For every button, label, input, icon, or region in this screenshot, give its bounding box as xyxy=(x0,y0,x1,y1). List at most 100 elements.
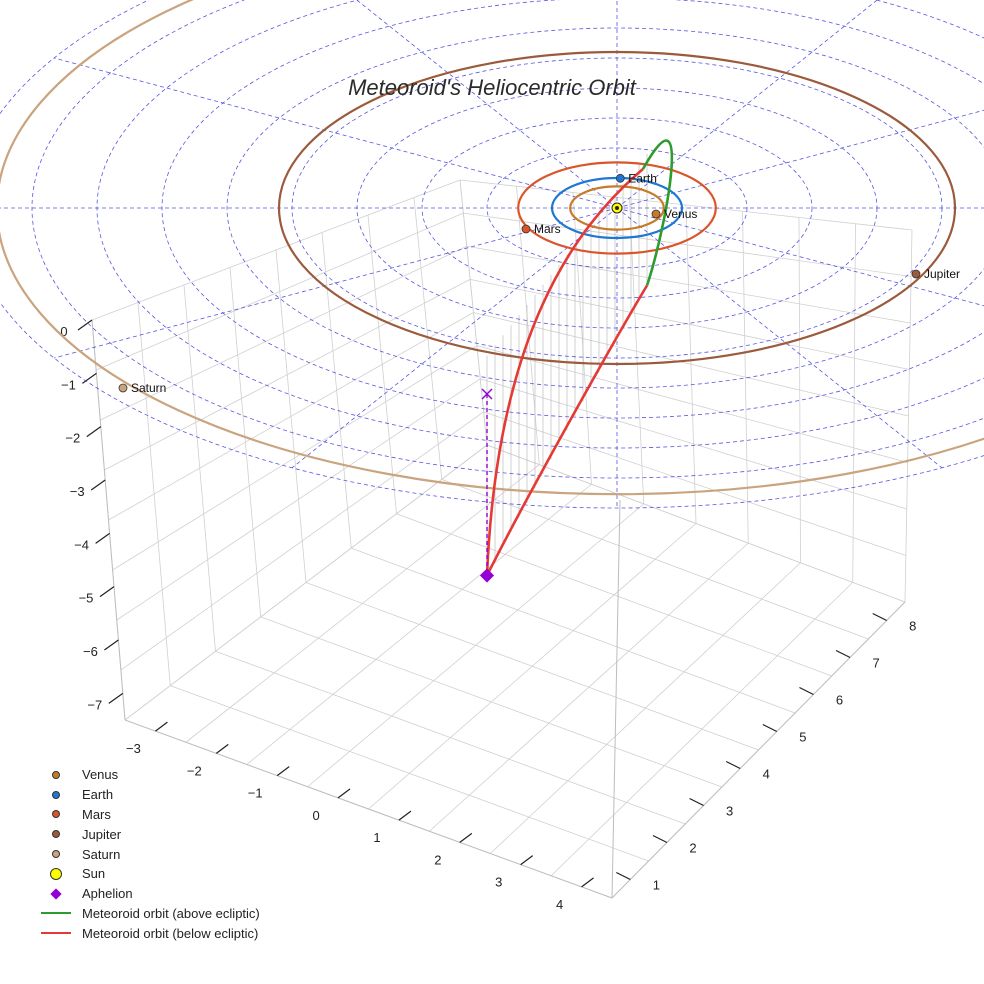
ecliptic-spoke xyxy=(53,207,618,359)
floor-grid-line xyxy=(351,547,796,714)
ecliptic-spoke xyxy=(291,207,618,469)
wall-grid-line xyxy=(95,212,464,371)
z-tick-mark xyxy=(99,586,115,598)
x-tick-label: 4 xyxy=(556,897,563,912)
z-tick-label: −2 xyxy=(65,431,80,446)
z-tick-label: −1 xyxy=(61,377,76,392)
meteoroid-orbit xyxy=(485,139,674,577)
ecliptic-ring xyxy=(421,117,813,299)
legend-label-orbit-above: Meteoroid orbit (above ecliptic) xyxy=(82,905,260,921)
legend-item-aphelion: Aphelion xyxy=(40,884,260,904)
z-tick-mark xyxy=(108,692,124,704)
wall-grid-line xyxy=(466,245,911,324)
z-tick-label: 0 xyxy=(60,324,67,339)
x-tick-label: −1 xyxy=(248,786,263,801)
x-tick-mark xyxy=(520,855,534,866)
y-tick-label: 5 xyxy=(799,730,806,745)
y-tick-mark xyxy=(725,760,741,770)
planet-saturn-label: Saturn xyxy=(131,381,166,395)
wall-grid-line xyxy=(120,411,484,671)
axis-ticks: −3 −2 −1 0 1 2 3 4 1 2 3 4 5 6 7 8 0 −1 −2 −3 −4 −5 −6 −7 xyxy=(60,319,916,912)
legend-item-jupiter: Jupiter xyxy=(40,824,260,844)
sun-marker-icon xyxy=(50,867,62,880)
z-tick-mark xyxy=(104,639,119,651)
planet-mars-marker xyxy=(521,224,531,234)
aphelion-projection-marker xyxy=(481,388,493,400)
y-tick-mark xyxy=(799,686,814,696)
ecliptic-grid xyxy=(0,0,984,509)
legend-item-venus: Venus xyxy=(40,765,260,785)
y-tick-mark xyxy=(762,723,778,733)
planet-venus-marker xyxy=(651,209,661,219)
y-tick-mark xyxy=(835,649,851,659)
wall-grid-line xyxy=(463,212,912,277)
x-tick-mark xyxy=(459,832,473,843)
planet-markers: Venus Earth Mars Jupiter Saturn xyxy=(118,171,960,583)
orbit-saturn xyxy=(0,0,984,496)
wall-grid-line xyxy=(486,444,906,603)
wall-grid-line xyxy=(108,312,474,521)
aphelion-projection-stroke xyxy=(481,388,493,400)
z-tick-label: −7 xyxy=(87,697,102,712)
x-tick-label: 0 xyxy=(312,808,319,823)
orbit-below-line-icon xyxy=(41,932,71,935)
ecliptic-spoke xyxy=(616,0,878,209)
legend: Venus Earth Mars Jupiter Saturn Sun Aphe… xyxy=(40,765,260,943)
x-tick-mark xyxy=(215,743,229,754)
planet-earth-marker xyxy=(615,173,625,183)
planet-jupiter-marker xyxy=(911,269,921,279)
sun-center-dot xyxy=(615,206,619,210)
z-tick-mark xyxy=(77,319,93,331)
z-tick-label: −3 xyxy=(70,484,85,499)
legend-item-earth: Earth xyxy=(40,785,260,805)
ecliptic-spoke xyxy=(53,57,618,209)
jupiter-marker-icon xyxy=(52,830,60,839)
orbit-above-line-icon xyxy=(41,912,71,915)
x-tick-mark xyxy=(581,877,594,888)
orbit-mars xyxy=(517,161,717,255)
chart-title: Meteoroid's Heliocentric Orbit xyxy=(348,75,637,100)
wall-grid-line xyxy=(124,444,488,721)
x-tick-mark xyxy=(337,788,351,799)
ecliptic-spoke xyxy=(616,207,943,469)
legend-label-sun: Sun xyxy=(82,866,106,882)
wall-grid-line xyxy=(459,179,913,231)
legend-item-orbit-below: Meteoroid orbit (below ecliptic) xyxy=(40,923,260,943)
aphelion-marker-icon xyxy=(50,888,62,900)
wall-grid-line xyxy=(480,378,907,510)
y-tick-label: 8 xyxy=(909,619,916,634)
y-tick-mark xyxy=(872,612,887,622)
orbit-below-path-right xyxy=(485,284,649,577)
z-tick-mark xyxy=(90,479,106,491)
floor-grid-line xyxy=(396,513,832,677)
z-tick-label: −5 xyxy=(79,591,94,606)
y-tick-label: 7 xyxy=(872,656,879,671)
x-tick-mark xyxy=(398,810,412,821)
venus-marker-icon xyxy=(52,770,60,779)
earth-marker-icon xyxy=(52,790,60,799)
wall-grid-line xyxy=(483,411,907,556)
z-tick-label: −6 xyxy=(83,644,98,659)
legend-item-mars: Mars xyxy=(40,805,260,825)
y-tick-label: 4 xyxy=(763,767,770,782)
x-tick-mark xyxy=(276,766,290,777)
orbit-jupiter xyxy=(277,50,957,366)
legend-item-saturn: Saturn xyxy=(40,844,260,864)
orbit-above-path xyxy=(641,139,674,286)
z-tick-mark xyxy=(82,372,97,384)
legend-label-jupiter: Jupiter xyxy=(82,826,122,842)
z-tick-label: −4 xyxy=(74,537,89,552)
wall-grid-line xyxy=(112,345,478,571)
y-tick-mark xyxy=(616,871,631,881)
wall-grid-line xyxy=(473,312,909,417)
floor-grid-line xyxy=(489,562,801,854)
axes-edge xyxy=(91,319,126,721)
legend-label-earth: Earth xyxy=(82,787,114,803)
legend-label-aphelion: Aphelion xyxy=(82,886,133,902)
y-tick-label: 6 xyxy=(836,693,843,708)
wall-grid-line xyxy=(100,245,467,421)
x-tick-label: −3 xyxy=(126,741,141,756)
planet-earth-label: Earth xyxy=(628,171,657,185)
floor-grid-line xyxy=(441,479,869,640)
